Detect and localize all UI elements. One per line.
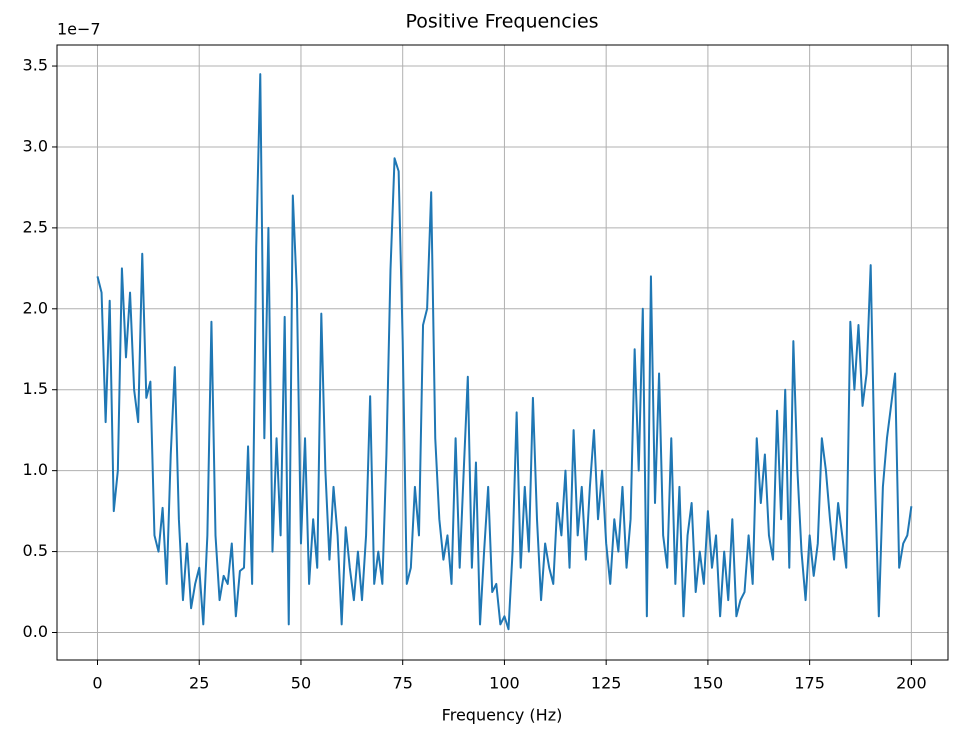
y-tick-label: 0.5 bbox=[23, 541, 48, 560]
y-tick-label: 3.0 bbox=[23, 136, 48, 155]
x-tick-label: 150 bbox=[693, 674, 724, 693]
y-tick-label: 3.5 bbox=[23, 56, 48, 75]
y-tick-label: 0.0 bbox=[23, 622, 48, 641]
chart-title: Positive Frequencies bbox=[405, 11, 598, 33]
x-tick-label: 100 bbox=[489, 674, 520, 693]
x-tick-label: 125 bbox=[591, 674, 622, 693]
x-tick-label: 75 bbox=[393, 674, 413, 693]
data-line bbox=[96, 73, 913, 631]
x-tick-label: 200 bbox=[896, 674, 927, 693]
y-tick-label: 2.0 bbox=[23, 298, 48, 317]
y-tick-label: 1.0 bbox=[23, 460, 48, 479]
y-tick-label: 2.5 bbox=[23, 217, 48, 236]
y-offset-label: 1e−7 bbox=[57, 20, 101, 39]
x-tick-label: 50 bbox=[291, 674, 311, 693]
x-tick-label: 25 bbox=[189, 674, 209, 693]
plot-frame bbox=[56, 44, 949, 661]
y-tick-label: 1.5 bbox=[23, 379, 48, 398]
x-axis-label: Frequency (Hz) bbox=[442, 706, 563, 725]
x-tick-label: 175 bbox=[794, 674, 825, 693]
x-tick-label: 0 bbox=[92, 674, 102, 693]
